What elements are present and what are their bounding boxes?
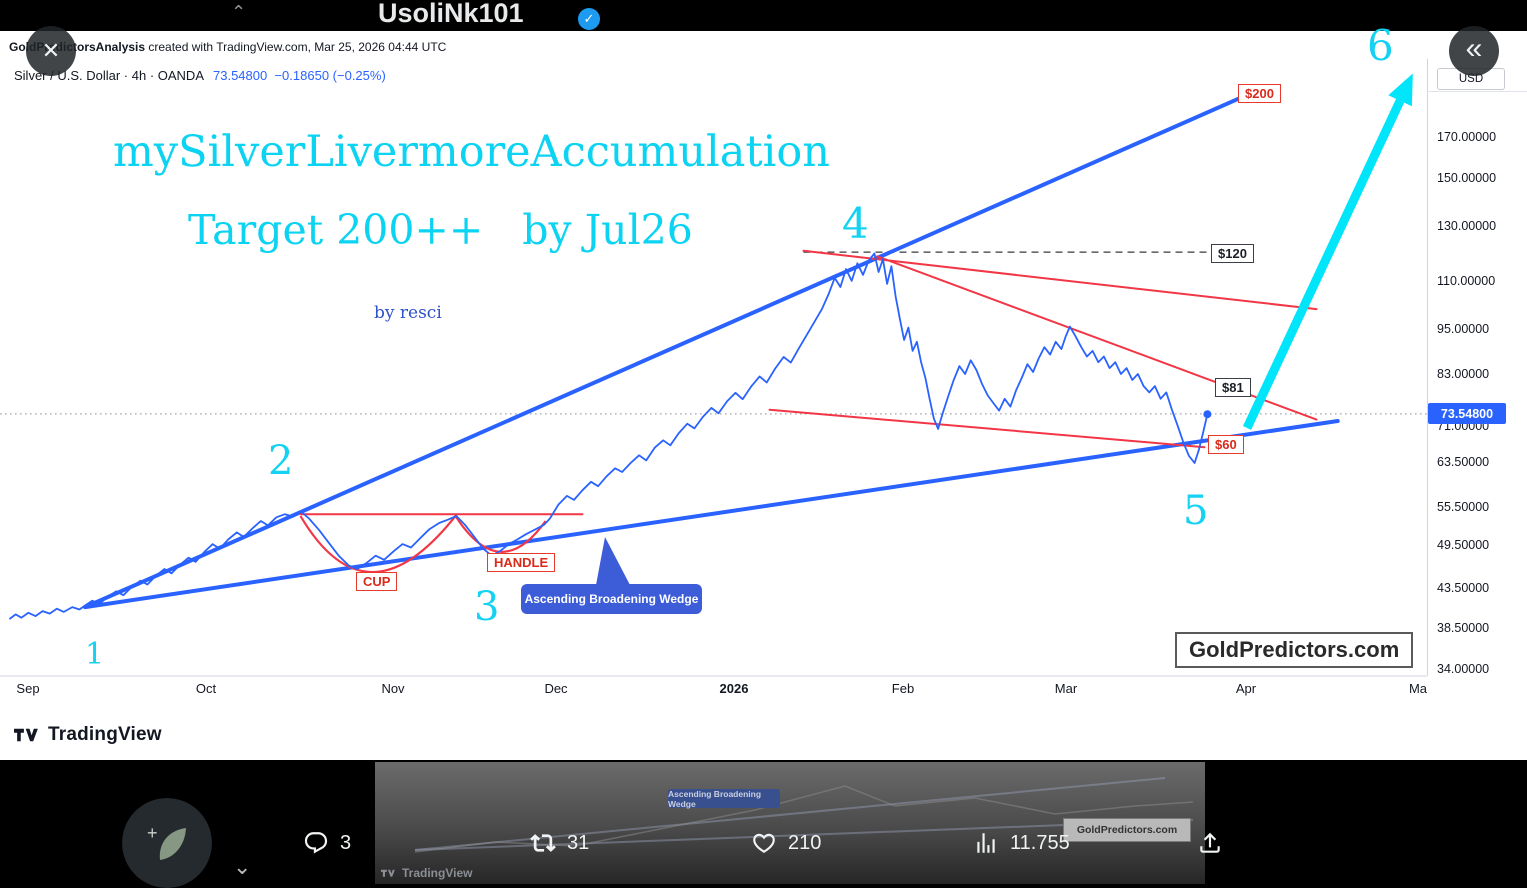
- avatar: +: [122, 798, 212, 888]
- handle-label: HANDLE: [487, 553, 556, 572]
- svg-text:+: +: [147, 823, 158, 843]
- close-icon: ✕: [41, 38, 61, 63]
- background-tradingview-attribution: TradingView: [381, 866, 472, 880]
- wedge-upper-trendline: [83, 94, 1245, 610]
- last-price-dot: [1203, 410, 1212, 419]
- views-button[interactable]: 11.755: [973, 828, 1070, 858]
- reply-count: 3: [340, 831, 352, 854]
- wave-label-2: 2: [268, 438, 294, 484]
- watermark: GoldPredictors.com: [1175, 632, 1414, 668]
- repost-icon: [530, 834, 556, 852]
- tradingview-logo-icon: [14, 728, 38, 742]
- chart-title: mySilverLivermoreAccumulation: [113, 127, 830, 177]
- back-icon: «: [1465, 31, 1483, 65]
- wave-label-5: 5: [1183, 488, 1209, 534]
- chart-plot: [0, 59, 1428, 677]
- chevron-up-icon: ⌃: [231, 2, 247, 22]
- pattern-callout: Ascending Broadening Wedge: [521, 584, 702, 614]
- like-count: 210: [788, 831, 822, 854]
- views-icon: [977, 833, 995, 853]
- reply-icon: [304, 832, 328, 854]
- price-target-200: $200: [1238, 84, 1281, 103]
- last-price-text: 73.54800: [213, 68, 268, 83]
- share-icon: [1200, 832, 1220, 853]
- background-author-name: UsoliNk101: [378, 0, 524, 28]
- repost-button[interactable]: 31: [530, 828, 589, 858]
- projection-arrowhead: [1388, 73, 1413, 107]
- background-chart-preview: Ascending Broadening Wedge GoldPredictor…: [375, 762, 1205, 884]
- close-button[interactable]: ✕: [26, 26, 76, 76]
- tradingview-logo: TradingView: [14, 724, 162, 746]
- like-icon: [753, 833, 775, 853]
- back-button[interactable]: «: [1449, 26, 1499, 76]
- wave-label-3: 3: [474, 584, 500, 630]
- background-mini-pattern-label: Ascending Broadening Wedge: [668, 789, 780, 809]
- verified-badge-icon: ✓: [578, 8, 600, 30]
- wedge-lower-trendline: [83, 419, 1340, 610]
- background-tradingview-text: TradingView: [402, 866, 473, 880]
- handle-arc: [455, 516, 547, 553]
- chart-byline: by resci: [374, 303, 442, 323]
- leaf-icon: [159, 828, 186, 860]
- views-count: 11.755: [1010, 831, 1070, 854]
- chart-subtitle: Target 200++ by Jul26: [188, 206, 693, 254]
- like-button[interactable]: 210: [751, 828, 821, 858]
- projection-arrow: [1242, 98, 1405, 430]
- tradingview-wordmark: TradingView: [48, 724, 162, 745]
- attribution-text: created with TradingView.com, Mar 25, 20…: [145, 40, 447, 54]
- wave-label-6: 6: [1367, 21, 1394, 70]
- reply-button[interactable]: 3: [303, 828, 351, 858]
- price-target-81: $81: [1215, 378, 1251, 397]
- price-series-line: [9, 252, 1209, 620]
- callout-pointer: [596, 537, 630, 585]
- chevron-down-icon: ⌄: [233, 854, 252, 879]
- tradingview-logo-icon: [381, 869, 395, 877]
- symbol-info-line: Silver / U.S. Dollar · 4h · OANDA 73.5480…: [14, 68, 386, 83]
- red-decline-lower-line: [768, 408, 1206, 449]
- cup-label: CUP: [356, 572, 398, 591]
- chart-image-card[interactable]: GoldPredictorsAnalysis created with Trad…: [0, 25, 1527, 760]
- change-text: −0.18650 (−0.25%): [274, 68, 386, 83]
- last-price-badge: 73.54800: [1428, 403, 1506, 424]
- price-target-60: $60: [1208, 435, 1244, 454]
- repost-count: 31: [567, 831, 590, 854]
- share-button[interactable]: [1197, 828, 1223, 858]
- scale-divider: [1427, 91, 1527, 92]
- background-mini-watermark: GoldPredictors.com: [1063, 818, 1191, 842]
- wave-label-4: 4: [842, 199, 869, 248]
- price-target-120: $120: [1211, 244, 1254, 263]
- wave-label-1: 1: [85, 637, 105, 672]
